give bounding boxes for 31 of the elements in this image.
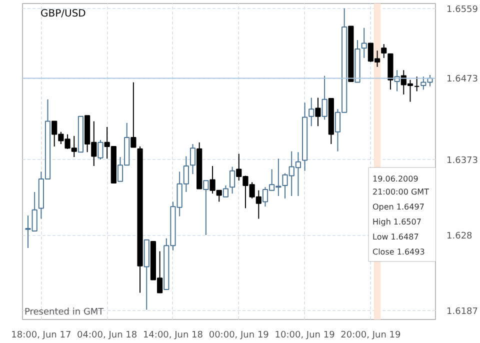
text: GBP/USD bbox=[40, 8, 86, 20]
candlestick bbox=[203, 180, 209, 236]
candlestick bbox=[381, 44, 387, 58]
annotation: Presented in GMT bbox=[24, 308, 104, 318]
x-tick-label: 00:00, Jun 19 bbox=[208, 330, 270, 340]
x-tick-label: 18:00, Jun 17 bbox=[11, 330, 72, 340]
ref-line-label: 1.6473 bbox=[446, 74, 478, 85]
candlestick bbox=[322, 75, 328, 120]
candlestick bbox=[222, 184, 229, 198]
candlestick bbox=[130, 82, 136, 148]
annotation: 21:00:00 GMT bbox=[372, 188, 430, 196]
candlestick bbox=[414, 76, 420, 92]
x-tick-label: 10:00, Jun 19 bbox=[274, 330, 336, 340]
annotation: Low 1.6487 bbox=[372, 232, 419, 242]
y-tick-label: 1.6373 bbox=[446, 156, 478, 166]
annotation: Close 1.6493 bbox=[372, 248, 425, 256]
candlestick bbox=[315, 97, 321, 127]
candlestick bbox=[190, 144, 196, 175]
annotation: Open 1.6497 bbox=[372, 202, 424, 212]
y-tick-label: 1.6559 bbox=[446, 4, 478, 15]
x-tick-label: 14:00, Jun 18 bbox=[142, 330, 204, 340]
x-tick-label: 04:00, Jun 18 bbox=[77, 330, 138, 340]
candlestick bbox=[308, 97, 314, 127]
y-tick-label: 1.6187 bbox=[446, 307, 478, 318]
candlestick bbox=[98, 139, 104, 160]
annotation: 19.06.2009 bbox=[372, 174, 418, 184]
annotation: High 1.6507 bbox=[372, 218, 422, 226]
y-tick-label: 1.628 bbox=[446, 232, 473, 242]
x-tick-label: 20:00, Jun 19 bbox=[340, 330, 401, 340]
candlestick bbox=[361, 27, 367, 58]
candlestick bbox=[229, 166, 236, 194]
